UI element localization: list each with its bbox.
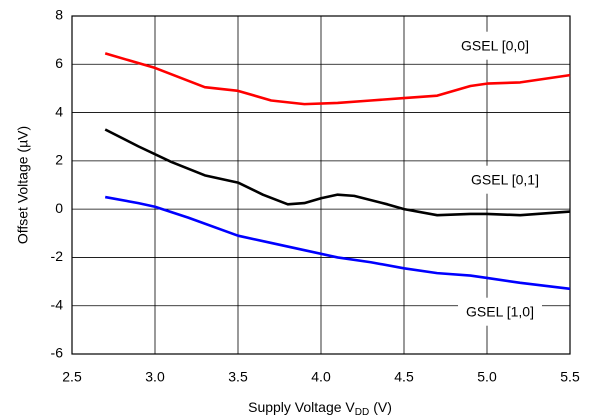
x-tick-label: 3.0 (145, 369, 165, 385)
x-tick-label: 5.0 (477, 369, 497, 385)
series-label-bg (458, 297, 542, 326)
y-tick-label: 2 (55, 152, 63, 168)
x-tick-label: 4.0 (311, 369, 331, 385)
x-tick-label: 2.5 (62, 369, 82, 385)
y-tick-label: 8 (55, 7, 63, 23)
x-tick-label: 5.5 (560, 369, 580, 385)
y-tick-label: 0 (55, 200, 63, 216)
series-line (104, 52, 571, 106)
plot-frame (71, 15, 571, 355)
y-tick-label: -2 (51, 248, 64, 264)
y-axis-title: Offset Voltage (µV) (15, 126, 31, 244)
x-tick-label: 3.5 (228, 369, 248, 385)
x-axis-title-text: Supply Voltage V (248, 399, 355, 415)
x-axis-title-suffix: (V) (373, 399, 392, 415)
y-tick-label: -6 (51, 345, 64, 361)
y-tick-label: -4 (51, 296, 64, 312)
series-line (104, 195, 571, 291)
x-axis-title-subscript: DD (355, 407, 369, 418)
y-tick-label: 6 (55, 55, 63, 71)
series-label: GSEL [1,0] (466, 304, 534, 320)
series-line (104, 128, 571, 217)
y-tick-label: 4 (55, 103, 63, 119)
x-axis-title: Supply Voltage VDD (V) (248, 399, 392, 418)
series-label-bg (453, 31, 537, 60)
series-label: GSEL [0,0] (461, 38, 529, 54)
series-label: GSEL [0,1] (471, 172, 539, 188)
series-label-bg (463, 165, 547, 194)
x-tick-label: 4.5 (394, 369, 414, 385)
